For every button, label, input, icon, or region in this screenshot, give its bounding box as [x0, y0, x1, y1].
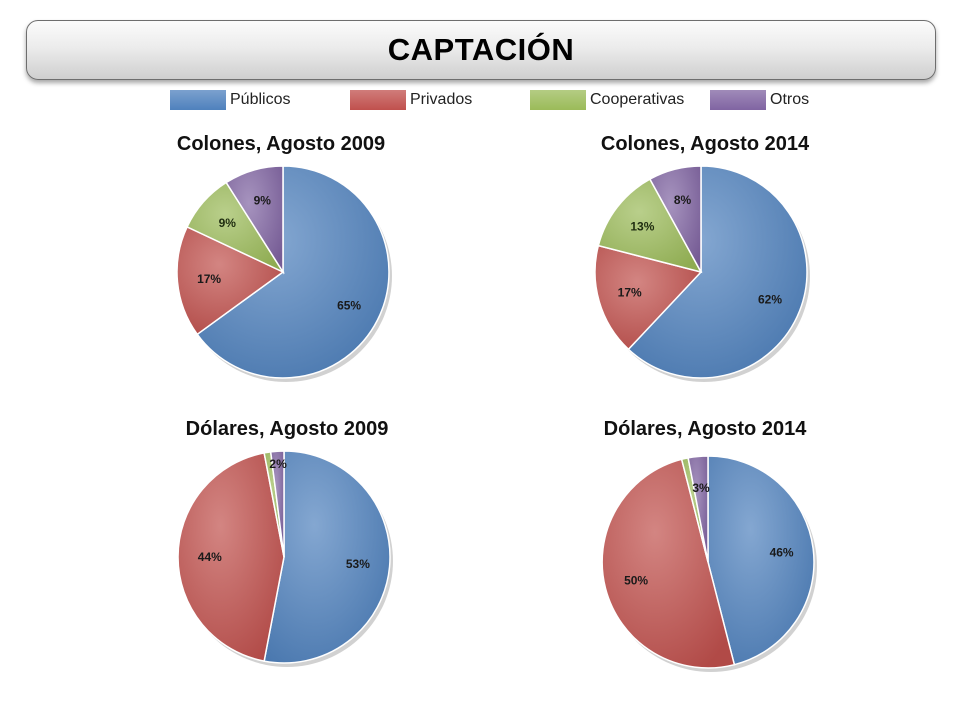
slice-label-publicos: 46%: [770, 546, 794, 560]
slice-label-cooperativas: 13%: [630, 220, 654, 234]
pie-slice-publicos: [196, 165, 390, 379]
pie-slice-privados: [176, 225, 285, 336]
pie-slice-publicos: [627, 165, 808, 379]
slice-label-privados: 17%: [197, 272, 221, 286]
chart-title: Colones, Agosto 2009: [176, 133, 386, 155]
legend-swatch: [170, 90, 226, 110]
chart-title: Colones, Agosto 2014: [600, 133, 810, 155]
legend-item-otros: Otros: [710, 90, 809, 110]
pie-slice-cooperativas: [597, 178, 703, 274]
pie-slice-otros: [648, 165, 702, 273]
pie-slice-otros: [269, 450, 285, 558]
legend-item-privados: Privados: [350, 90, 472, 110]
legend-label: Otros: [770, 91, 810, 108]
pie-slice-otros: [225, 165, 284, 275]
slice-label-publicos: 65%: [337, 299, 361, 313]
slice-label-otros: 8%: [674, 193, 692, 207]
slice-label-otros: 3%: [692, 481, 710, 495]
slice-label-otros: 9%: [254, 194, 272, 208]
slice-label-publicos: 62%: [758, 292, 782, 306]
pie-slice-privados: [594, 244, 703, 351]
legend-label: Públicos: [230, 91, 291, 108]
chart-title: Dólares, Agosto 2009: [185, 418, 389, 440]
legend: Públicos Privados Cooperativas Otros: [0, 90, 960, 110]
slice-label-cooperativas: 9%: [219, 216, 237, 230]
legend-swatch: [350, 90, 406, 110]
legend-label: Cooperativas: [590, 91, 685, 108]
title-banner: CAPTACIÓN: [26, 20, 936, 80]
legend-item-cooperativas: Cooperativas: [530, 90, 684, 110]
pie-slice-publicos: [263, 450, 391, 664]
chart-title: Dólares, Agosto 2014: [603, 418, 807, 440]
page-title: CAPTACIÓN: [387, 32, 575, 67]
slice-label-privados: 17%: [618, 286, 642, 300]
slice-label-otros: 2%: [269, 457, 287, 471]
legend-label: Privados: [410, 91, 473, 108]
slice-label-privados: 44%: [198, 550, 222, 564]
legend-swatch: [530, 90, 586, 110]
pie-slice-otros: [687, 455, 709, 563]
pie-slice-privados: [601, 458, 736, 669]
slice-label-publicos: 53%: [346, 557, 370, 571]
slice-label-privados: 50%: [624, 574, 648, 588]
legend-swatch: [710, 90, 766, 110]
pie-slice-publicos: [707, 455, 815, 666]
legend-item-publicos: Públicos: [170, 90, 290, 110]
pie-slice-privados: [177, 452, 285, 662]
